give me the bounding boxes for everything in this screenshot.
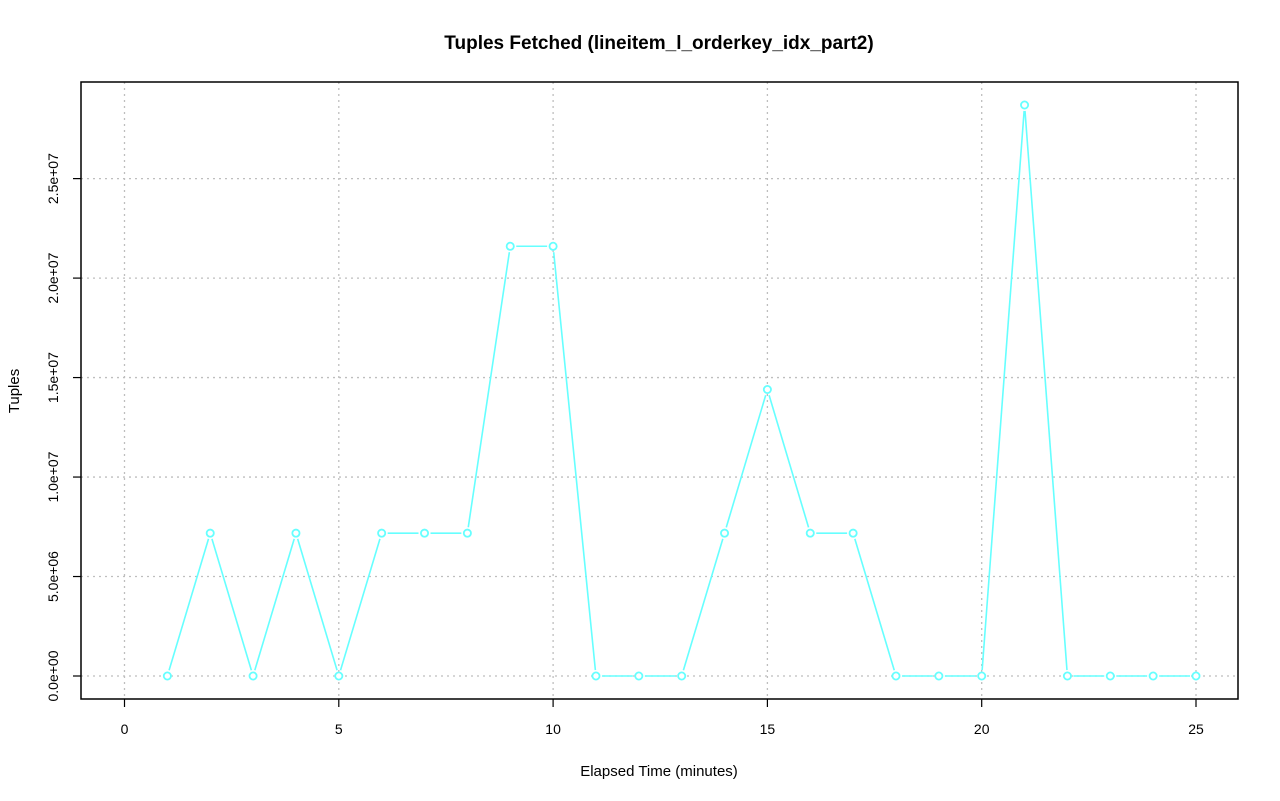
- data-point: [205, 528, 215, 538]
- series-segment: [552, 252, 597, 671]
- x-tick-label: 15: [760, 721, 776, 737]
- data-point: [891, 671, 901, 681]
- y-axis: 0.0e+00 5.0e+06 1.0e+07 1.5e+07 2.0e+07 2.5e+…: [45, 153, 81, 702]
- data-point: [977, 671, 987, 681]
- x-axis-label: Elapsed Time (minutes): [580, 763, 738, 780]
- y-axis-label: Tuples: [6, 369, 23, 413]
- series-segment: [768, 395, 810, 528]
- chart-title: Tuples Fetched (lineitem_l_orderkey_idx_…: [444, 33, 873, 54]
- x-tick-label: 25: [1188, 721, 1204, 737]
- series-segment: [854, 538, 896, 671]
- series-layer: [162, 100, 1201, 681]
- y-tick-label: 2.5e+07: [45, 153, 61, 204]
- series-segment: [296, 538, 338, 671]
- data-point: [334, 671, 344, 681]
- y-tick-label: 0.0e+00: [45, 650, 61, 701]
- data-point: [805, 528, 815, 538]
- y-tick-label: 1.0e+07: [45, 451, 61, 502]
- data-point: [1105, 671, 1115, 681]
- series-segment: [981, 110, 1025, 671]
- y-tick-label: 2.0e+07: [45, 252, 61, 303]
- data-point: [1020, 100, 1030, 110]
- plot-frame: [80, 81, 1239, 700]
- data-point: [462, 528, 472, 538]
- data-point: [505, 241, 515, 251]
- data-point: [720, 528, 730, 538]
- x-tick-label: 5: [335, 721, 343, 737]
- grid-layer: [81, 82, 1238, 699]
- series-segment: [254, 538, 295, 671]
- y-tick-label: 5.0e+06: [45, 551, 61, 602]
- data-point: [420, 528, 430, 538]
- data-point: [677, 671, 687, 681]
- series-segment: [467, 252, 511, 528]
- series-segment: [725, 395, 767, 528]
- x-tick-label: 20: [974, 721, 990, 737]
- data-point: [291, 528, 301, 538]
- data-point: [634, 671, 644, 681]
- x-tick-label: 10: [545, 721, 561, 737]
- series-segment: [1024, 110, 1068, 671]
- data-point: [548, 241, 558, 251]
- data-point: [1191, 671, 1201, 681]
- data-point: [1148, 671, 1158, 681]
- data-point: [591, 671, 601, 681]
- data-point: [934, 671, 944, 681]
- series-segment: [211, 538, 253, 671]
- series-segment: [168, 538, 210, 671]
- data-point: [848, 528, 858, 538]
- data-point: [377, 528, 387, 538]
- data-point: [248, 671, 258, 681]
- series-segment: [339, 538, 381, 671]
- x-axis: 0 5 10 15 20 25: [121, 699, 1204, 737]
- series-segment: [682, 538, 724, 671]
- x-tick-label: 0: [121, 721, 129, 737]
- data-point: [162, 671, 172, 681]
- y-tick-label: 1.5e+07: [45, 352, 61, 403]
- data-point: [1062, 671, 1072, 681]
- data-point: [762, 385, 772, 395]
